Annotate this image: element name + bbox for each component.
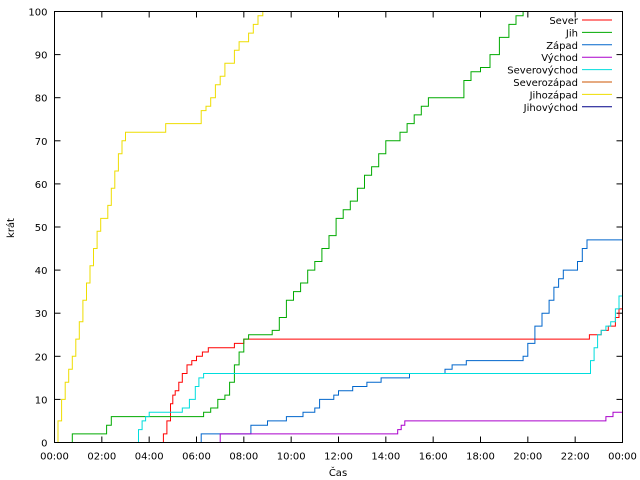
- y-tick-label-0: 0: [41, 439, 47, 450]
- x-tick-label-1: 02:00: [87, 452, 116, 463]
- x-tick-label-11: 22:00: [561, 452, 590, 463]
- x-tick-label-7: 14:00: [371, 452, 400, 463]
- legend-label-4: Severovýchod: [507, 65, 578, 77]
- y-axis-title: krát: [5, 218, 17, 238]
- x-tick-label-4: 08:00: [229, 452, 258, 463]
- y-tick-label-3: 30: [35, 309, 48, 320]
- x-tick-label-6: 12:00: [324, 452, 353, 463]
- legend-label-1: Jih: [565, 28, 578, 39]
- y-tick-label-6: 60: [35, 180, 48, 191]
- y-tick-label-1: 10: [35, 395, 48, 406]
- y-tick-label-2: 20: [35, 352, 48, 363]
- x-tick-label-9: 18:00: [466, 452, 495, 463]
- x-tick-label-2: 04:00: [135, 452, 164, 463]
- y-tick-label-4: 40: [35, 266, 48, 277]
- legend-label-7: Jihovýchod: [523, 102, 578, 114]
- legend-label-2: Západ: [546, 40, 578, 52]
- y-tick-label-5: 50: [35, 223, 48, 234]
- tick-labels: 00:00 02:00 04:00 06:00 08:00 10:00 12:00 14:00…: [28, 8, 637, 463]
- series-line-1: [68, 11, 524, 443]
- series-line-6: [54, 11, 264, 443]
- legend-label-0: Sever: [549, 16, 579, 27]
- series-line-2: [196, 239, 623, 443]
- x-tick-label-5: 10:00: [277, 452, 306, 463]
- y-tick-label-10: 100: [28, 8, 47, 19]
- y-tick-label-7: 70: [35, 137, 48, 148]
- x-tick-label-12: 00:00: [608, 452, 637, 463]
- legend-label-5: Severozápad: [513, 77, 578, 89]
- y-tick-label-8: 80: [35, 94, 48, 105]
- y-tick-label-9: 90: [35, 51, 48, 62]
- legend-label-6: Jihozápad: [529, 89, 578, 101]
- x-tick-label-0: 00:00: [40, 452, 69, 463]
- x-tick-label-8: 16:00: [419, 452, 448, 463]
- legend-label-3: Východ: [541, 52, 578, 64]
- x-axis-title: Čas: [329, 466, 347, 479]
- series-line-4: [136, 278, 623, 443]
- x-tick-label-10: 20:00: [513, 452, 542, 463]
- x-tick-label-3: 06:00: [182, 452, 211, 463]
- axis-ticks: [54, 11, 623, 443]
- legend: SeverJihZápadVýchodSeverovýchodSeverozáp…: [507, 16, 612, 114]
- series-line-3: [216, 411, 623, 443]
- series-lines: [54, 11, 623, 443]
- plot-frame: [54, 11, 623, 443]
